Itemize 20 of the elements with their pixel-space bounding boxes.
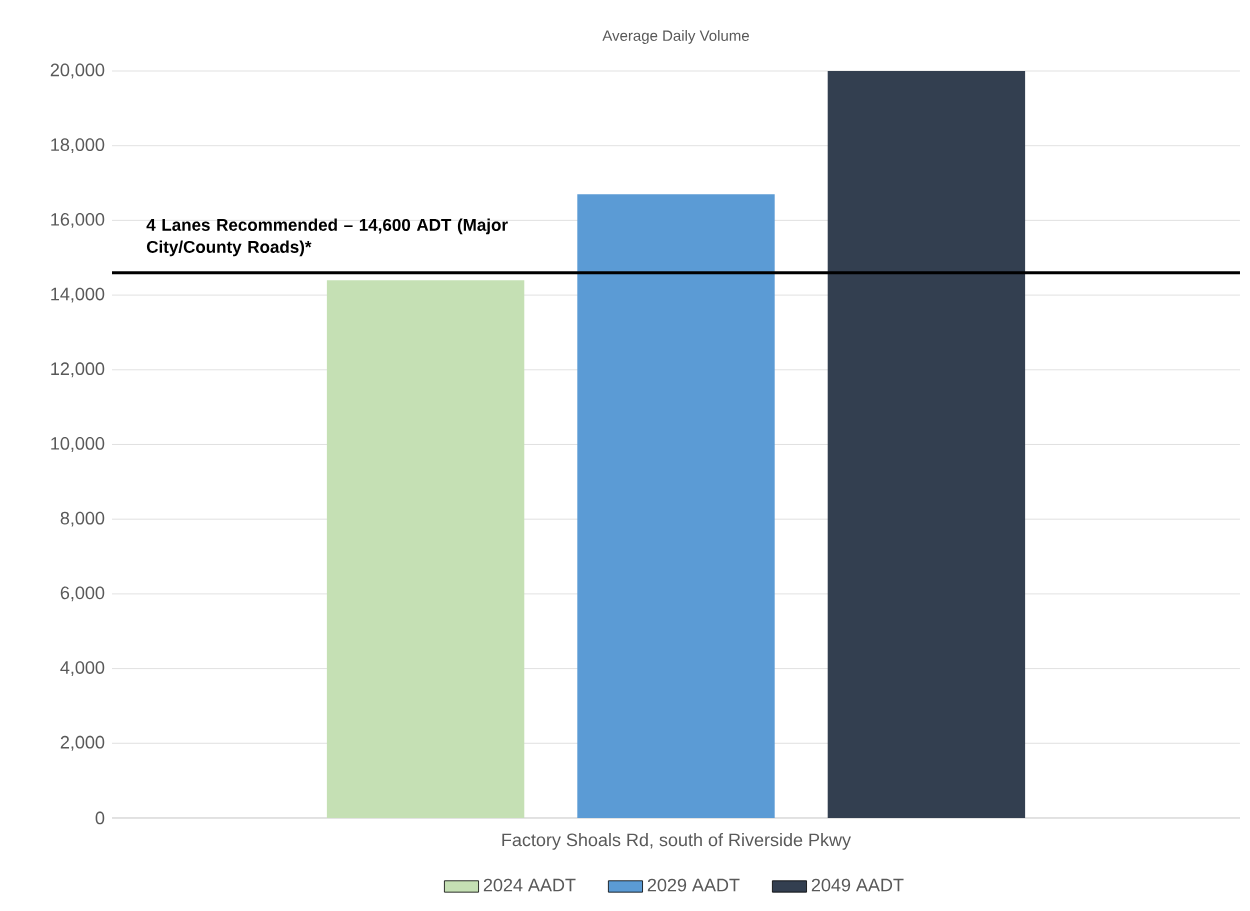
y-tick-label: 14,000: [51, 287, 105, 303]
ref-line-label: 4 Lanes Recommended – 14,600 ADT (Major City/County Roads)*: [146, 218, 508, 257]
y-tick-label: 6,000: [60, 586, 105, 602]
bar: [326, 280, 525, 818]
y-tick-label: 10,000: [51, 437, 105, 452]
legend-label: 2029 AADT: [647, 878, 740, 892]
y-tick-label: 0: [95, 811, 105, 825]
x-tick-label: Factory Shoals Rd, south of Riverside Pkwy: [502, 833, 851, 850]
y-tick-label: 18,000: [51, 138, 105, 154]
bar: [577, 194, 775, 818]
chart-title: Average Daily Volume: [602, 29, 749, 44]
y-tick-label: 8,000: [60, 511, 105, 527]
y-tick-label: 16,000: [51, 212, 105, 228]
legend-label: 2024 AADT: [483, 878, 576, 892]
legend-label: 2049 AADT: [811, 878, 904, 892]
y-tick-label: 2,000: [60, 735, 105, 751]
y-tick-label: 12,000: [51, 362, 105, 378]
bar: [827, 71, 1026, 818]
y-tick-label: 4,000: [60, 661, 105, 677]
y-tick-label: 20,000: [50, 63, 105, 79]
